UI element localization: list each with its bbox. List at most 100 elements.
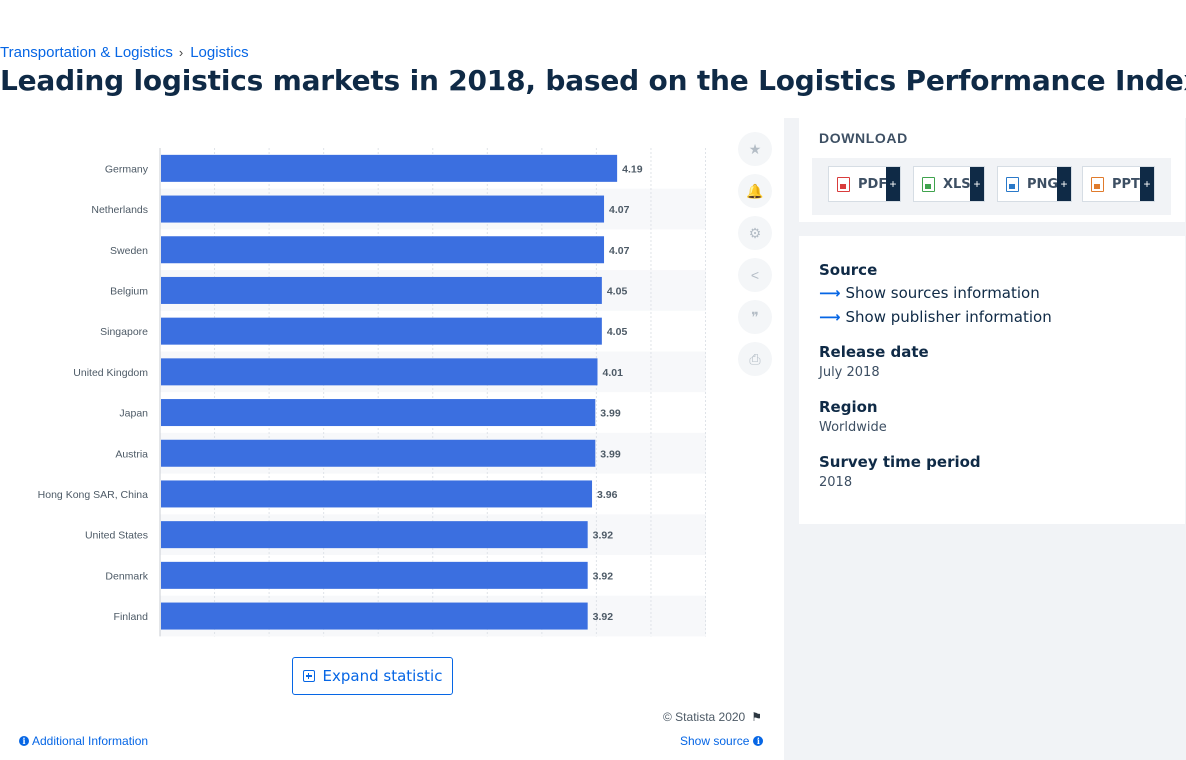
data-label: 4.05 xyxy=(607,326,628,338)
bar xyxy=(161,480,593,508)
file-icon-mark xyxy=(840,183,846,189)
category-label: Hong Kong SAR, China xyxy=(38,489,148,501)
bar-chart: Germany 4.19 Netherlands 4.07 Sweden 4.07 Belg… xyxy=(38,148,706,637)
bar xyxy=(161,358,598,386)
ppt-file-icon xyxy=(1091,176,1104,192)
region-heading: Region xyxy=(819,398,878,416)
download-pdf-button[interactable]: PDF + xyxy=(828,166,901,202)
breadcrumb-separator: › xyxy=(178,45,184,60)
download-png-label: PNG xyxy=(1027,176,1059,192)
arrow-right-icon: ⟶ xyxy=(819,284,841,302)
page-title: Leading logistics markets in 2018, based… xyxy=(0,64,1186,97)
data-label: 3.92 xyxy=(593,570,614,582)
copyright-text: © Statista 2020 xyxy=(663,710,746,724)
data-label: 4.07 xyxy=(609,204,630,216)
png-plus-icon: + xyxy=(1057,167,1071,201)
xls-plus-icon: + xyxy=(970,167,984,201)
expand-icon xyxy=(302,670,315,682)
expand-statistic-label: Expand statistic xyxy=(322,667,443,685)
data-label: 3.96 xyxy=(597,489,618,501)
show-publisher-link[interactable]: ⟶ Show publisher information xyxy=(819,308,1052,326)
survey-period-value: 2018 xyxy=(819,475,853,490)
cite-quote-icon[interactable]: ❞ xyxy=(738,300,772,334)
data-label: 3.99 xyxy=(600,448,621,460)
data-label: 4.05 xyxy=(607,285,628,297)
category-label: United States xyxy=(85,530,148,542)
data-label: 3.92 xyxy=(593,530,614,542)
download-png-button[interactable]: PNG + xyxy=(997,166,1072,202)
favorite-star-icon[interactable]: ★ xyxy=(738,132,772,166)
download-xls-label: XLS xyxy=(943,176,971,192)
info-icon: i xyxy=(19,736,29,746)
notification-bell-icon[interactable]: 🔔 xyxy=(738,174,772,208)
show-source-label: Show source xyxy=(680,734,750,748)
bar xyxy=(161,399,596,427)
category-label: Denmark xyxy=(105,570,148,582)
download-pdf-label: PDF xyxy=(858,176,888,192)
settings-gear-icon[interactable]: ⚙ xyxy=(738,216,772,250)
xls-file-icon xyxy=(922,176,935,192)
download-panel: DOWNLOAD PDF + XLS + PNG + PPT + xyxy=(799,118,1185,222)
download-xls-button[interactable]: XLS + xyxy=(913,166,985,202)
download-ppt-label: PPT xyxy=(1112,176,1140,192)
bar xyxy=(161,561,588,589)
pdf-plus-icon: + xyxy=(886,167,900,201)
category-label: Finland xyxy=(114,611,149,623)
breadcrumb-logistics[interactable]: Logistics xyxy=(190,44,249,61)
data-label: 4.07 xyxy=(609,245,630,257)
download-title: DOWNLOAD xyxy=(819,130,908,146)
print-icon[interactable]: ⎙ xyxy=(738,342,772,376)
pdf-file-icon xyxy=(837,176,850,192)
arrow-right-icon: ⟶ xyxy=(819,308,841,326)
release-date-value: July 2018 xyxy=(819,365,880,380)
bar xyxy=(161,439,596,467)
png-file-icon xyxy=(1006,176,1019,192)
bar xyxy=(161,154,618,182)
category-label: Netherlands xyxy=(91,204,148,216)
chart-card: Germany 4.19 Netherlands 4.07 Sweden 4.07 Belg… xyxy=(0,118,784,760)
statista-copyright: © Statista 2020 ⚑ xyxy=(663,710,762,724)
survey-period-heading: Survey time period xyxy=(819,453,981,471)
bar xyxy=(161,521,588,549)
breadcrumb: Transportation & Logistics › Logistics xyxy=(0,44,249,61)
show-sources-label: Show sources information xyxy=(845,284,1040,302)
source-heading: Source xyxy=(819,261,878,279)
region-value: Worldwide xyxy=(819,420,887,435)
category-label: Singapore xyxy=(100,326,148,338)
show-sources-link[interactable]: ⟶ Show sources information xyxy=(819,284,1040,302)
release-date-heading: Release date xyxy=(819,343,929,361)
ppt-plus-icon: + xyxy=(1140,167,1154,201)
file-icon-mark xyxy=(925,183,931,189)
bar xyxy=(161,317,602,345)
bar xyxy=(161,195,605,223)
download-buttons: PDF + XLS + PNG + PPT + xyxy=(812,158,1171,215)
show-source-link[interactable]: Show source i xyxy=(680,734,764,748)
bar xyxy=(161,602,588,630)
data-label: 4.19 xyxy=(622,163,643,175)
file-icon-mark xyxy=(1009,183,1015,189)
file-icon-mark xyxy=(1094,183,1100,189)
chart-tools: ★ 🔔 ⚙ < ❞ ⎙ xyxy=(738,132,772,384)
category-label: Sweden xyxy=(110,245,148,257)
additional-information-label: Additional Information xyxy=(32,734,149,748)
data-label: 3.99 xyxy=(600,408,621,420)
info-icon: i xyxy=(753,736,764,746)
breadcrumb-transportation-logistics[interactable]: Transportation & Logistics xyxy=(0,44,173,61)
download-ppt-button[interactable]: PPT + xyxy=(1082,166,1155,202)
category-label: Germany xyxy=(105,163,149,175)
category-label: United Kingdom xyxy=(73,367,148,379)
show-publisher-label: Show publisher information xyxy=(845,308,1052,326)
flag-icon[interactable]: ⚑ xyxy=(751,710,762,724)
category-label: Japan xyxy=(119,408,148,420)
category-label: Belgium xyxy=(110,285,148,297)
expand-statistic-button[interactable]: Expand statistic xyxy=(292,657,453,695)
top-navigation-bar xyxy=(0,0,1186,36)
additional-information-link[interactable]: i Additional Information xyxy=(19,734,148,748)
data-label: 4.01 xyxy=(602,367,623,379)
share-icon[interactable]: < xyxy=(738,258,772,292)
statistic-details-panel: Source ⟶ Show sources information ⟶ Show… xyxy=(799,236,1185,524)
data-label: 3.92 xyxy=(593,611,614,623)
header-area xyxy=(0,36,1186,118)
bar xyxy=(161,236,605,264)
category-label: Austria xyxy=(115,448,148,460)
